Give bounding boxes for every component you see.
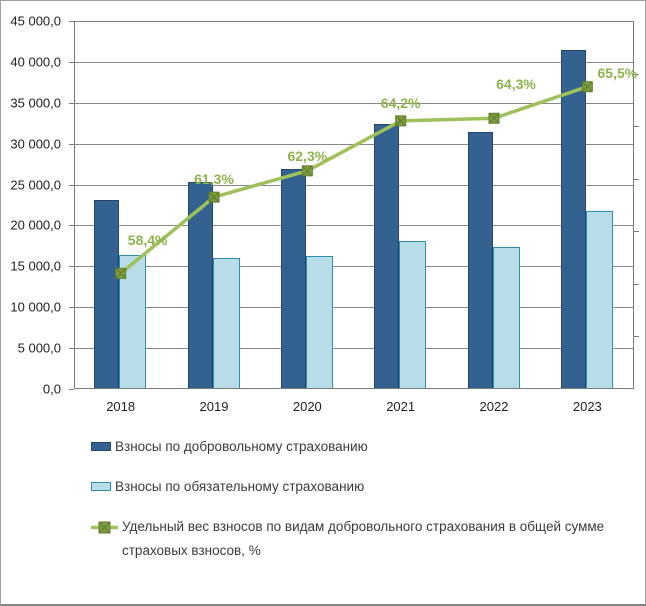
y-axis-tick bbox=[69, 348, 74, 350]
line-marker-2023[interactable] bbox=[581, 81, 593, 93]
data-label-2020[interactable]: 62,3% bbox=[287, 147, 328, 164]
y-axis-tick-label: 0,0 bbox=[42, 381, 61, 397]
bar-mandatory-2021[interactable] bbox=[399, 240, 427, 389]
y-axis-tick-label: 15 000,0 bbox=[10, 258, 61, 274]
secondary-axis-tick bbox=[634, 73, 639, 75]
gridline bbox=[74, 266, 634, 268]
secondary-axis-tick bbox=[634, 336, 639, 338]
bar-voluntary-2021[interactable] bbox=[374, 124, 400, 389]
secondary-axis-tick bbox=[634, 126, 639, 128]
data-label-2018[interactable]: 58,4% bbox=[127, 232, 168, 249]
marker-cross-icon bbox=[115, 267, 127, 279]
bar-mandatory-2019[interactable] bbox=[212, 258, 240, 389]
x-axis-category-label: 2022 bbox=[479, 399, 509, 414]
y-axis-tick-label: 5 000,0 bbox=[17, 340, 61, 356]
y-axis-tick bbox=[69, 61, 74, 63]
y-axis-tick bbox=[69, 389, 74, 390]
legend-line-marker-icon bbox=[91, 521, 118, 534]
legend-swatch-mandatory-icon bbox=[91, 482, 111, 491]
gridline bbox=[74, 102, 634, 104]
x-axis-category-label: 2019 bbox=[199, 399, 229, 414]
legend-swatch-voluntary-icon bbox=[91, 442, 111, 451]
y-axis-tick-label: 20 000,0 bbox=[10, 217, 61, 233]
legend-item-mandatory[interactable]: Взносы по обязательному страхованию bbox=[91, 478, 364, 495]
y-axis-tick-label: 30 000,0 bbox=[10, 136, 61, 152]
gridline bbox=[74, 307, 634, 309]
y-axis-tick bbox=[69, 21, 74, 22]
legend-label-mandatory: Взносы по обязательному страхованию bbox=[115, 479, 365, 494]
legend-marker-cross bbox=[98, 521, 111, 534]
data-label-2022[interactable]: 64,3% bbox=[496, 76, 536, 93]
y-axis-tick bbox=[69, 143, 74, 145]
plot-area bbox=[74, 21, 634, 389]
line-marker-2022[interactable] bbox=[488, 112, 500, 124]
legend-label-share-line: Удельный вес взносов по видам добровольн… bbox=[122, 519, 605, 558]
y-axis-tick-label: 10 000,0 bbox=[10, 299, 61, 315]
x-axis-category-label: 2020 bbox=[292, 399, 322, 414]
y-axis-tick bbox=[69, 184, 74, 186]
marker-cross-icon bbox=[208, 191, 220, 203]
legend-item-voluntary[interactable]: Взносы по добровольному страхованию bbox=[91, 438, 368, 455]
data-label-2023[interactable]: 65,5% bbox=[597, 64, 638, 81]
y-axis-tick bbox=[69, 225, 74, 227]
y-axis-tick bbox=[69, 102, 74, 104]
bar-voluntary-2022[interactable] bbox=[467, 132, 493, 389]
share-line-series bbox=[115, 81, 593, 279]
line-marker-2020[interactable] bbox=[301, 165, 313, 177]
y-axis-tick bbox=[69, 266, 74, 268]
gridline bbox=[74, 225, 634, 227]
bar-mandatory-2023[interactable] bbox=[585, 210, 613, 389]
data-label-2019[interactable]: 61,3% bbox=[194, 171, 234, 188]
marker-cross-icon bbox=[488, 112, 500, 124]
secondary-axis-tick bbox=[634, 283, 639, 285]
legend-label-voluntary: Взносы по добровольному страхованию bbox=[115, 439, 368, 454]
marker-cross-icon bbox=[301, 165, 313, 177]
bar-voluntary-2023[interactable] bbox=[560, 49, 586, 389]
y-axis-tick bbox=[69, 307, 74, 309]
marker-cross-icon bbox=[581, 81, 593, 93]
x-axis-category-label: 2023 bbox=[572, 399, 602, 414]
bar-voluntary-2020[interactable] bbox=[280, 169, 306, 389]
line-marker-2018[interactable] bbox=[115, 267, 127, 279]
data-label-2021[interactable]: 64,2% bbox=[380, 94, 421, 111]
legend-item-share-line[interactable]: Удельный вес взносов по видам добровольн… bbox=[91, 519, 624, 563]
y-axis-tick-label: 40 000,0 bbox=[10, 54, 61, 70]
x-axis-category-label: 2018 bbox=[106, 399, 136, 414]
y-axis-tick-label: 25 000,0 bbox=[10, 177, 61, 193]
y-axis-tick-label: 35 000,0 bbox=[10, 95, 61, 111]
bar-mandatory-2020[interactable] bbox=[305, 255, 333, 389]
secondary-axis-tick bbox=[634, 231, 639, 233]
gridline bbox=[74, 61, 634, 63]
share-line[interactable] bbox=[119, 85, 588, 275]
line-marker-2021[interactable] bbox=[395, 115, 407, 127]
bar-mandatory-2022[interactable] bbox=[492, 246, 520, 389]
y-axis-tick-label: 45 000,0 bbox=[10, 13, 61, 29]
line-marker-2019[interactable] bbox=[208, 191, 220, 203]
gridline bbox=[74, 184, 634, 186]
gridline bbox=[74, 348, 634, 350]
bar-voluntary-2018[interactable] bbox=[94, 200, 120, 389]
bar-voluntary-2019[interactable] bbox=[187, 182, 213, 389]
x-axis-category-label: 2021 bbox=[386, 399, 416, 414]
secondary-axis-tick bbox=[634, 178, 639, 180]
marker-cross-icon bbox=[395, 115, 407, 127]
